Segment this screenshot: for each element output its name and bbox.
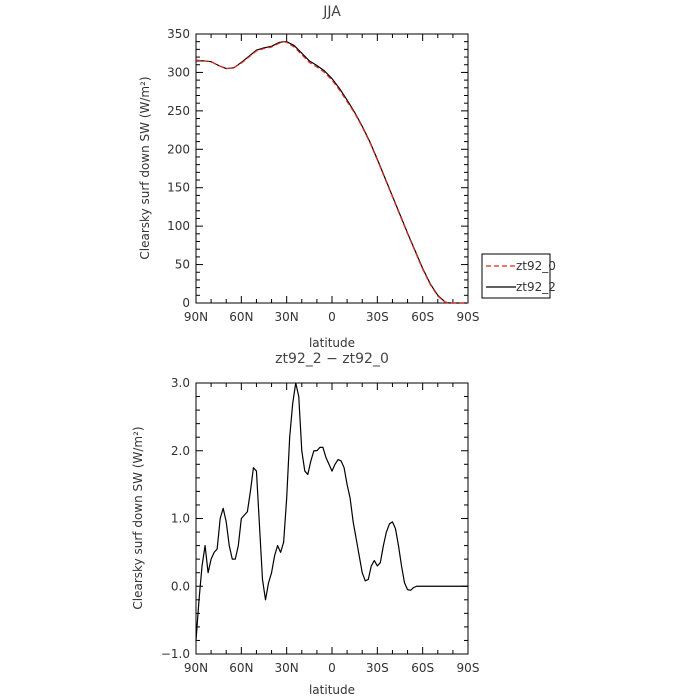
top-series-line-zt92_0 (195, 41, 468, 304)
top-x-tick-label: 60S (411, 310, 434, 324)
top-chart-x-axis-label: latitude (309, 336, 355, 350)
top-x-tick-label: 0 (328, 310, 336, 324)
bottom-x-tick-label: 30S (366, 661, 389, 675)
top-y-tick-label: 300 (167, 65, 190, 79)
top-x-tick-label: 30S (366, 310, 389, 324)
top-series-line-zt92_2 (196, 41, 468, 304)
bottom-x-tick-label: 60N (229, 661, 253, 675)
top-y-tick-label: 200 (167, 142, 190, 156)
bottom-series-line (195, 382, 468, 641)
top-x-tick-label: 90S (457, 310, 480, 324)
legend-label-zt92_2: zt92_2 (516, 280, 556, 294)
bottom-x-tick-label: 90S (457, 661, 480, 675)
bottom-x-tick-label: 60S (411, 661, 434, 675)
bottom-y-tick-label: 0.0 (171, 579, 190, 593)
bottom-x-tick-label: 90N (184, 661, 208, 675)
legend-box (481, 253, 551, 299)
legend-label-zt92_0: zt92_0 (516, 259, 556, 273)
top-x-tick-label: 60N (229, 310, 253, 324)
top-chart-frame (195, 33, 469, 304)
bottom-x-tick-label: 0 (328, 661, 336, 675)
bottom-chart-frame (195, 382, 469, 655)
top-chart-y-axis-label: Clearsky surf down SW (W/m²) (138, 76, 152, 259)
bottom-chart-panel: zt92_2 − zt92_0 90N 60N 30N 0 30S 60S 90S −1.0 0… (131, 351, 479, 697)
top-y-tick-label: 350 (167, 27, 190, 41)
top-y-tick-label: 250 (167, 104, 190, 118)
top-chart-title: JJA (322, 4, 341, 20)
top-x-tick-label: 30N (275, 310, 299, 324)
top-y-tick-label: 0 (182, 296, 190, 310)
bottom-y-tick-label: 2.0 (171, 444, 190, 458)
top-chart-legend: zt92_0 zt92_2 (481, 253, 556, 299)
top-chart-plot-area: 90N 60N 30N 0 30S 60S 90S 0 50 100 150 200 250 300 350 (167, 27, 479, 324)
top-y-tick-label: 150 (167, 181, 190, 195)
top-y-tick-label: 100 (167, 219, 190, 233)
bottom-chart-x-axis-label: latitude (309, 683, 355, 697)
bottom-y-tick-label: 3.0 (171, 376, 190, 390)
bottom-chart-title: zt92_2 − zt92_0 (275, 351, 389, 367)
bottom-chart-plot-area: 90N 60N 30N 0 30S 60S 90S −1.0 0.0 1.0 2.0 3.0 (161, 376, 480, 675)
top-y-tick-label: 50 (175, 258, 190, 272)
bottom-y-tick-label: −1.0 (161, 647, 190, 661)
bottom-y-tick-label: 1.0 (171, 512, 190, 526)
bottom-x-tick-label: 30N (275, 661, 299, 675)
top-chart-panel: JJA 90N 60N 30N 0 30S 60S 90S 0 50 100 150 200 250 30… (138, 4, 556, 350)
top-x-tick-label: 90N (184, 310, 208, 324)
bottom-chart-y-axis-label: Clearsky surf down SW (W/m²) (131, 426, 145, 609)
